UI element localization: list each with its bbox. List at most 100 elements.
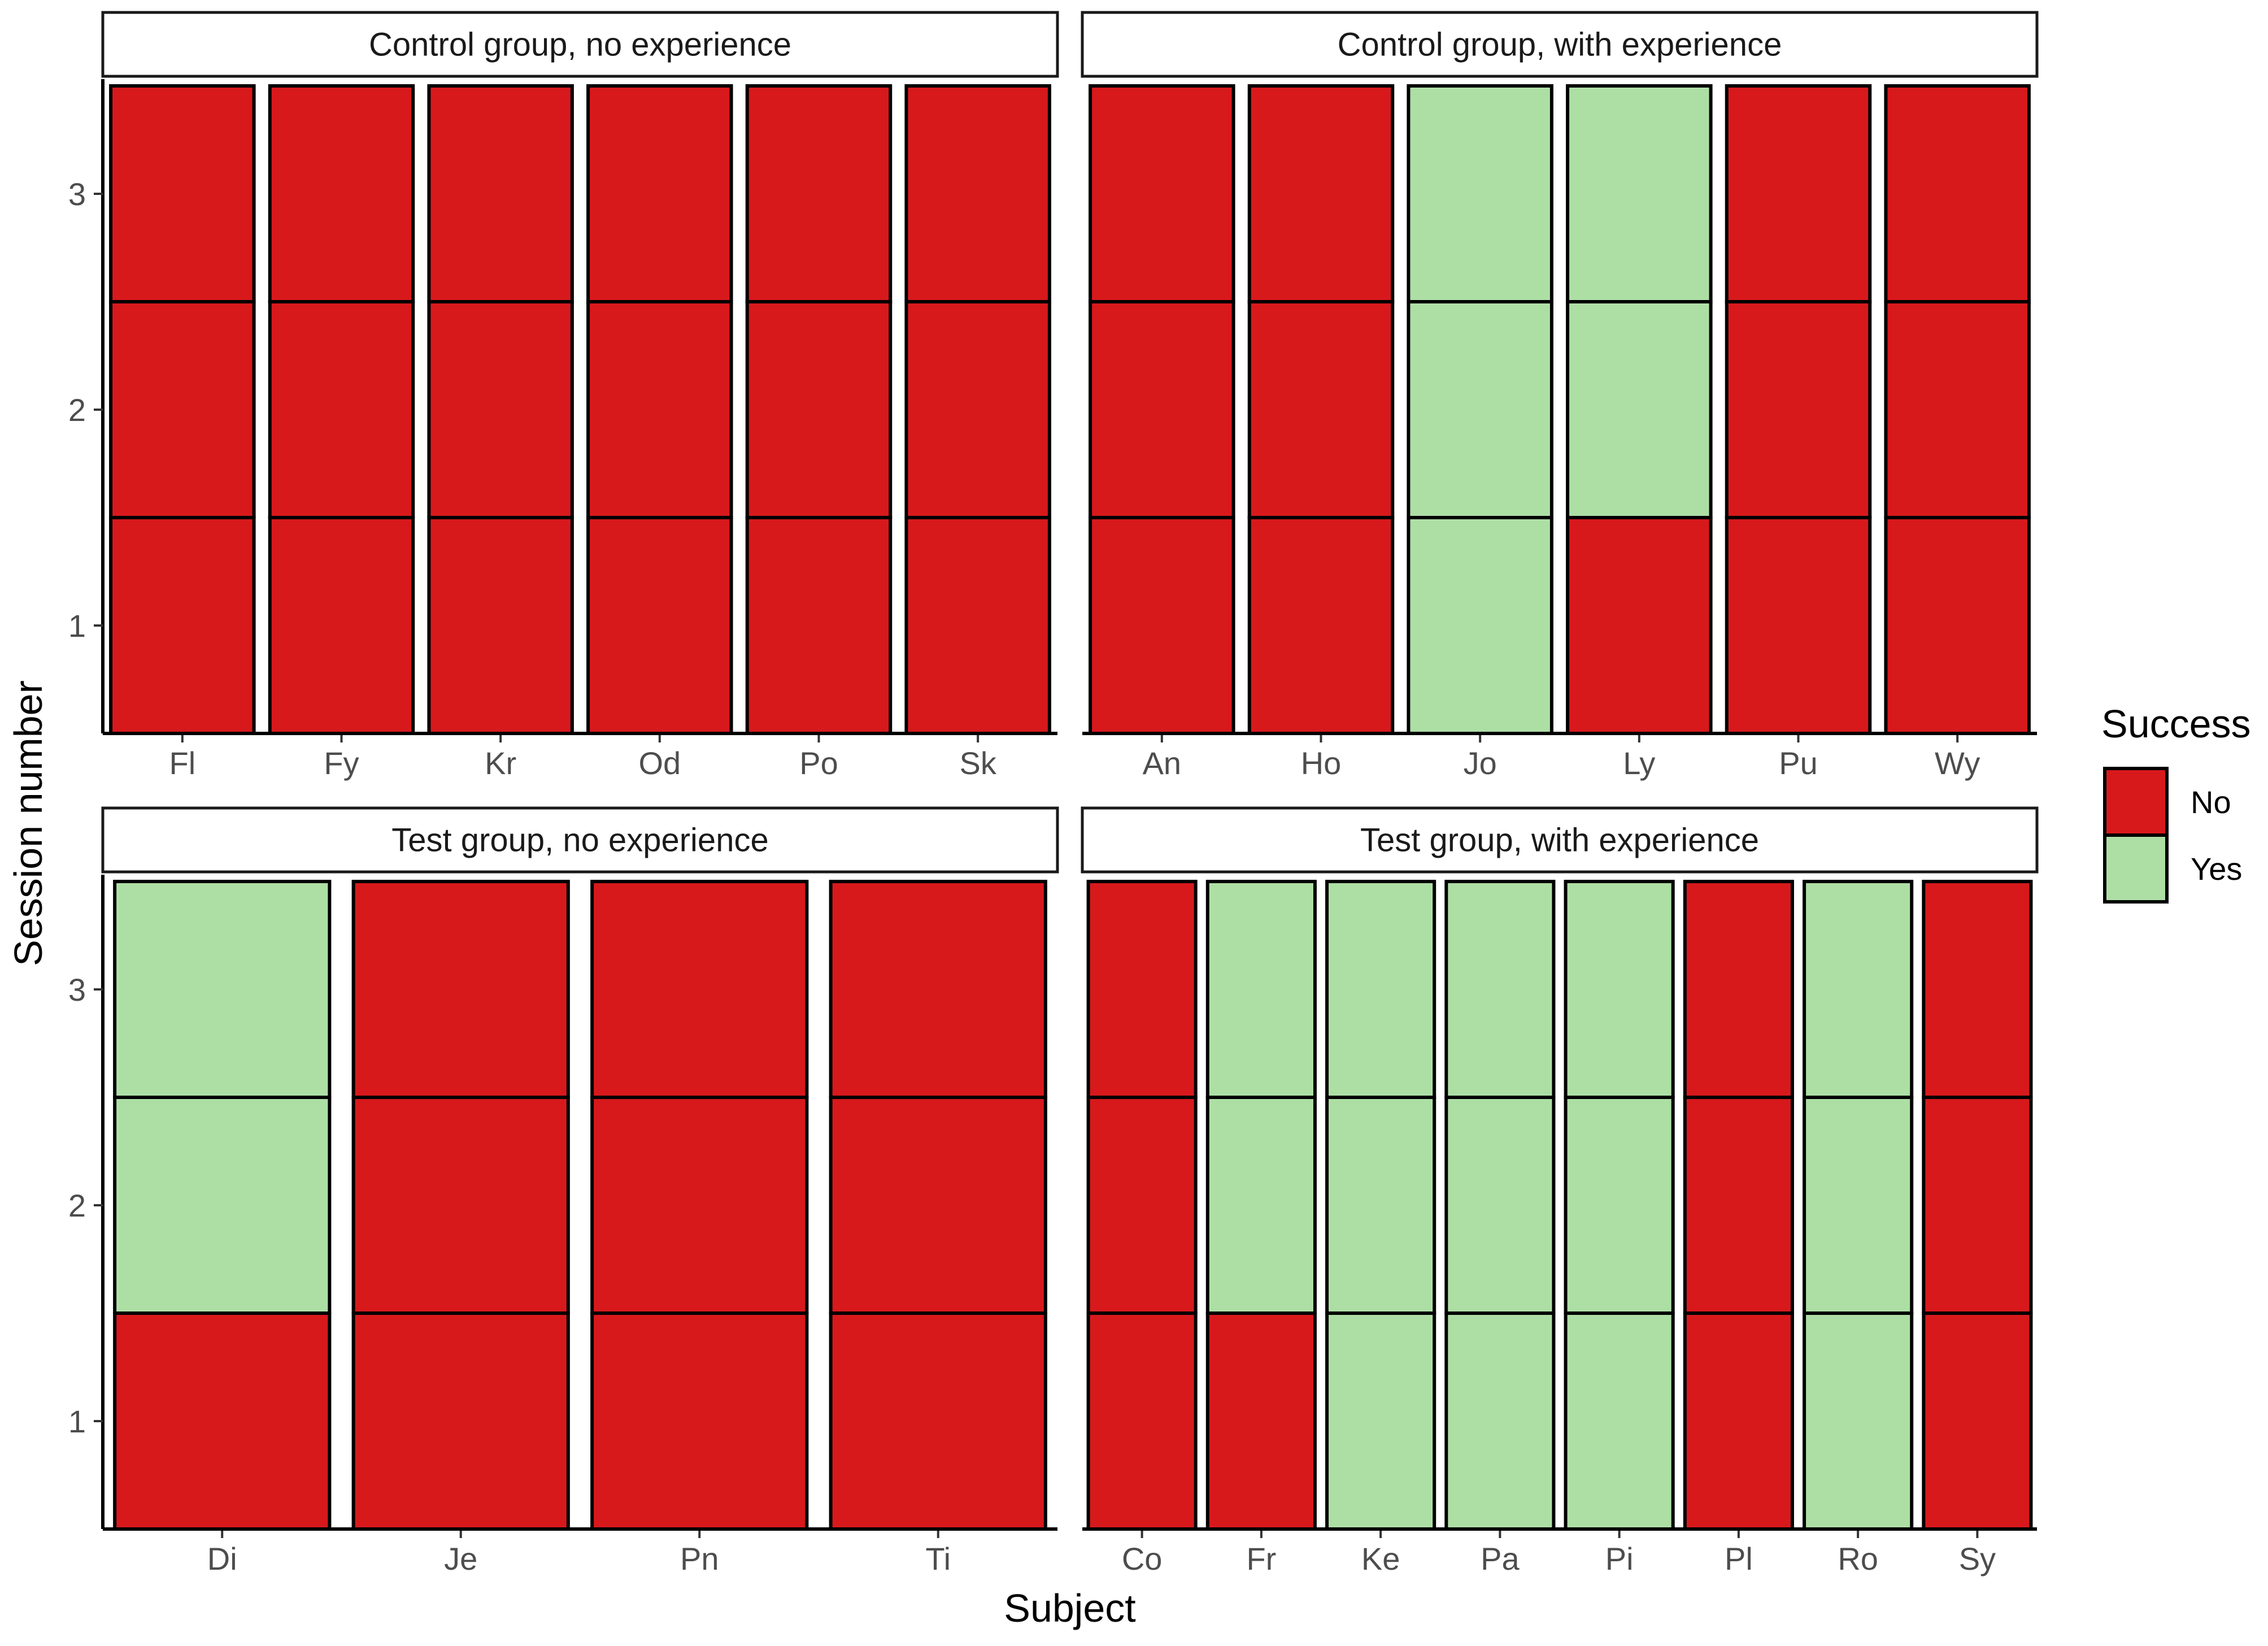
tile [1884, 84, 2031, 303]
facet-title: Control group, no experience [369, 27, 791, 63]
tile [1725, 300, 1872, 519]
x-tick-label: Pu [1779, 745, 1818, 781]
tile [1922, 880, 2033, 1099]
facet-panels: Control group, no experience Fl Fy Kr Od Po Sk… [68, 11, 2039, 1576]
x-tick-label: Di [207, 1541, 237, 1576]
facet-strip [1081, 11, 2039, 78]
facet-title: Test group, no experience [391, 822, 768, 859]
x-tick-label: Jo [1464, 745, 1497, 781]
legend-title: Success [2101, 702, 2251, 746]
x-tick-label: Pn [680, 1541, 719, 1576]
tile [109, 300, 256, 519]
tile [1247, 300, 1395, 519]
tile [1922, 1096, 2033, 1315]
tile [745, 300, 893, 519]
tile [268, 516, 415, 735]
y-tick-label: 1 [68, 1404, 86, 1439]
x-tick-label: Sy [1959, 1541, 1996, 1576]
x-tick-label: Kr [485, 745, 516, 781]
tile [590, 1096, 809, 1315]
tile [1089, 516, 1235, 735]
x-tick-label: Fl [169, 745, 196, 781]
tile [1803, 880, 1914, 1099]
tile [351, 880, 570, 1099]
tile [427, 300, 574, 519]
facet-strip [101, 11, 1059, 78]
tile [1564, 880, 1675, 1099]
y-tick-label: 3 [68, 972, 86, 1007]
x-tick-label: Fy [324, 745, 359, 781]
tile [1205, 1096, 1317, 1315]
legend-label: Yes [2191, 851, 2242, 887]
tile [427, 516, 574, 735]
x-tick-label: Wy [1935, 745, 1980, 781]
x-tick-label: Ti [925, 1541, 951, 1576]
tile [1725, 516, 1872, 735]
tile [590, 1311, 809, 1531]
tile [586, 516, 733, 735]
tile [745, 516, 893, 735]
tile [904, 300, 1051, 519]
x-tick-label: Sk [959, 745, 996, 781]
tile [1089, 84, 1235, 303]
tile [586, 84, 733, 303]
x-tick-label: Po [799, 745, 838, 781]
y-tick-label: 3 [68, 176, 86, 212]
facet-panel: Test group, with experience Co Fr Ke Pa Pi Pl R… [1081, 806, 2039, 1576]
x-tick-label: Ro [1838, 1541, 1878, 1576]
tile [1086, 1096, 1198, 1315]
legend-key [2103, 767, 2169, 837]
tile [1444, 880, 1556, 1099]
y-tick-label: 2 [68, 1188, 86, 1223]
tile [1884, 300, 2031, 519]
facet-panel: Test group, no experience Di Je Pn Ti 1 2 3 [68, 806, 1059, 1576]
tile [1683, 880, 1794, 1099]
tile [1407, 300, 1553, 519]
y-tick-label: 2 [68, 392, 86, 428]
legend-key [2103, 833, 2169, 904]
tile [590, 880, 809, 1099]
tile [1683, 1311, 1794, 1531]
tile [1325, 1311, 1436, 1531]
tile [904, 516, 1051, 735]
tile [1803, 1096, 1914, 1315]
tile [109, 84, 256, 303]
tile [1407, 516, 1553, 735]
tile [1086, 1311, 1198, 1531]
tile [829, 1096, 1047, 1315]
tile [1086, 880, 1198, 1099]
tile [1407, 84, 1553, 303]
tile [113, 880, 332, 1099]
tile [1922, 1311, 2033, 1531]
x-tick-label: Pl [1725, 1541, 1753, 1576]
tile [1247, 516, 1395, 735]
tile [1247, 84, 1395, 303]
tile [1566, 300, 1713, 519]
tile [1564, 1096, 1675, 1315]
x-tick-label: Pa [1481, 1541, 1520, 1576]
tile [829, 1311, 1047, 1531]
x-tick-label: Je [444, 1541, 477, 1576]
legend-label: No [2191, 784, 2231, 820]
x-tick-label: Co [1122, 1541, 1163, 1576]
facet-strip [101, 806, 1059, 874]
tile [1205, 880, 1317, 1099]
facet-panel: Control group, no experience Fl Fy Kr Od Po Sk… [68, 11, 1059, 781]
tile [1325, 880, 1436, 1099]
x-tick-label: Pi [1605, 1541, 1634, 1576]
tile [586, 300, 733, 519]
facet-panel: Control group, with experience An Ho Jo Ly Pu… [1081, 11, 2039, 781]
tile [1725, 84, 1872, 303]
tile [268, 300, 415, 519]
tile [1089, 300, 1235, 519]
axis-titles: Subject Session number [6, 680, 1136, 1630]
x-tick-label: Od [638, 745, 681, 781]
tile [427, 84, 574, 303]
x-tick-label: An [1143, 745, 1182, 781]
tile [1564, 1311, 1675, 1531]
tile [1444, 1096, 1556, 1315]
tile [1325, 1096, 1436, 1315]
facet-title: Control group, with experience [1338, 27, 1782, 63]
y-axis-title: Session number [6, 680, 50, 966]
